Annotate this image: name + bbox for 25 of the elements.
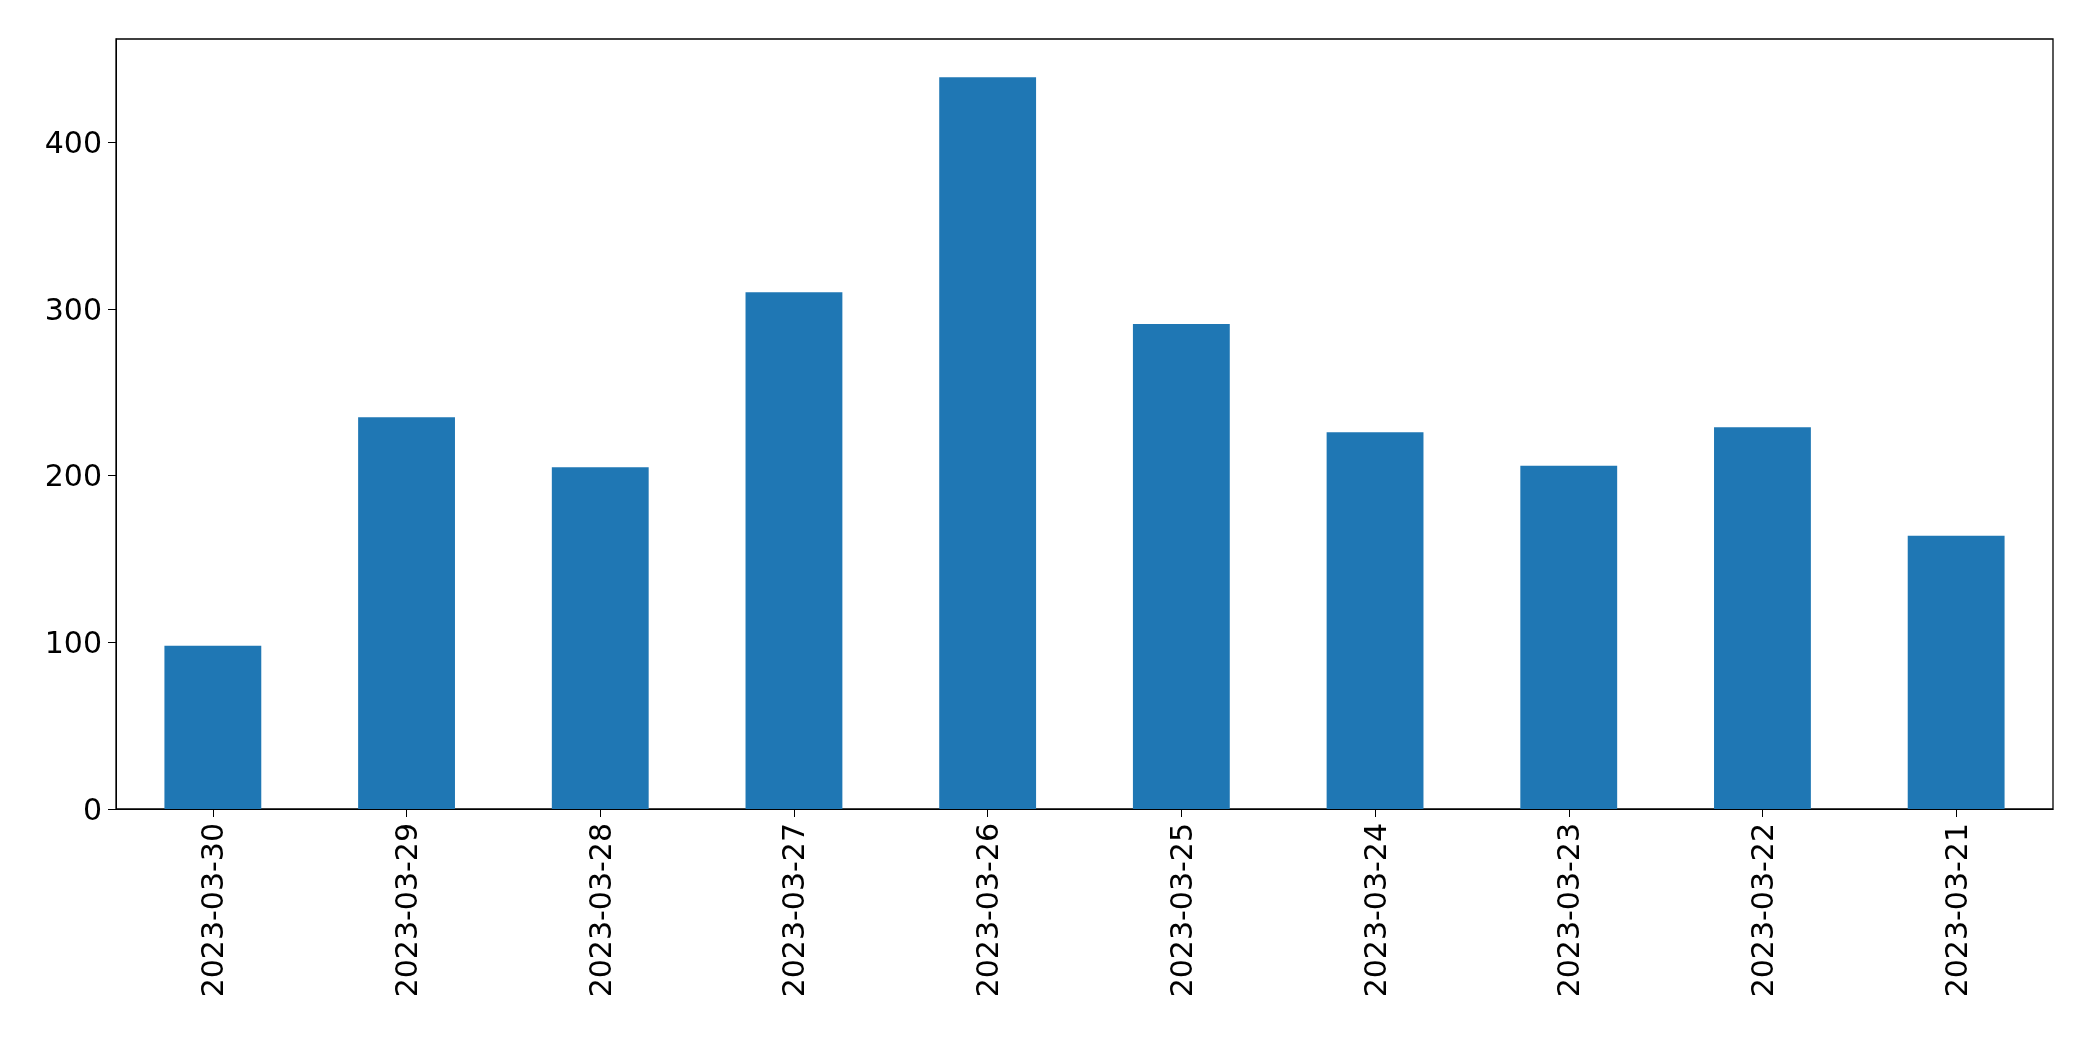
y-tick-label: 100 xyxy=(44,624,102,660)
x-tick-label: 2023-03-30 xyxy=(195,823,231,998)
y-tick-label: 300 xyxy=(44,291,102,327)
x-tick-label: 2023-03-28 xyxy=(582,823,618,998)
bar xyxy=(164,645,262,809)
x-tick-label: 2023-03-21 xyxy=(1938,823,1974,998)
y-tick-label: 0 xyxy=(82,791,102,827)
x-tick-label: 2023-03-23 xyxy=(1551,823,1587,998)
bar xyxy=(745,292,843,809)
x-tick-label: 2023-03-24 xyxy=(1357,823,1393,998)
bar xyxy=(358,417,455,809)
bar xyxy=(1326,432,1424,809)
x-tick-label: 2023-03-25 xyxy=(1163,823,1199,998)
x-tick-label: 2023-03-29 xyxy=(389,823,425,998)
bar xyxy=(939,77,1037,809)
x-tick-label: 2023-03-26 xyxy=(970,823,1006,998)
bar xyxy=(551,467,649,809)
y-tick-label: 400 xyxy=(44,124,102,160)
y-tick-label: 200 xyxy=(44,458,102,494)
x-tick-label: 2023-03-22 xyxy=(1744,823,1780,998)
bar xyxy=(1520,465,1618,809)
x-tick-label: 2023-03-27 xyxy=(776,823,812,998)
bar xyxy=(1132,324,1230,809)
bar xyxy=(1714,427,1811,809)
bar xyxy=(1907,535,2005,809)
